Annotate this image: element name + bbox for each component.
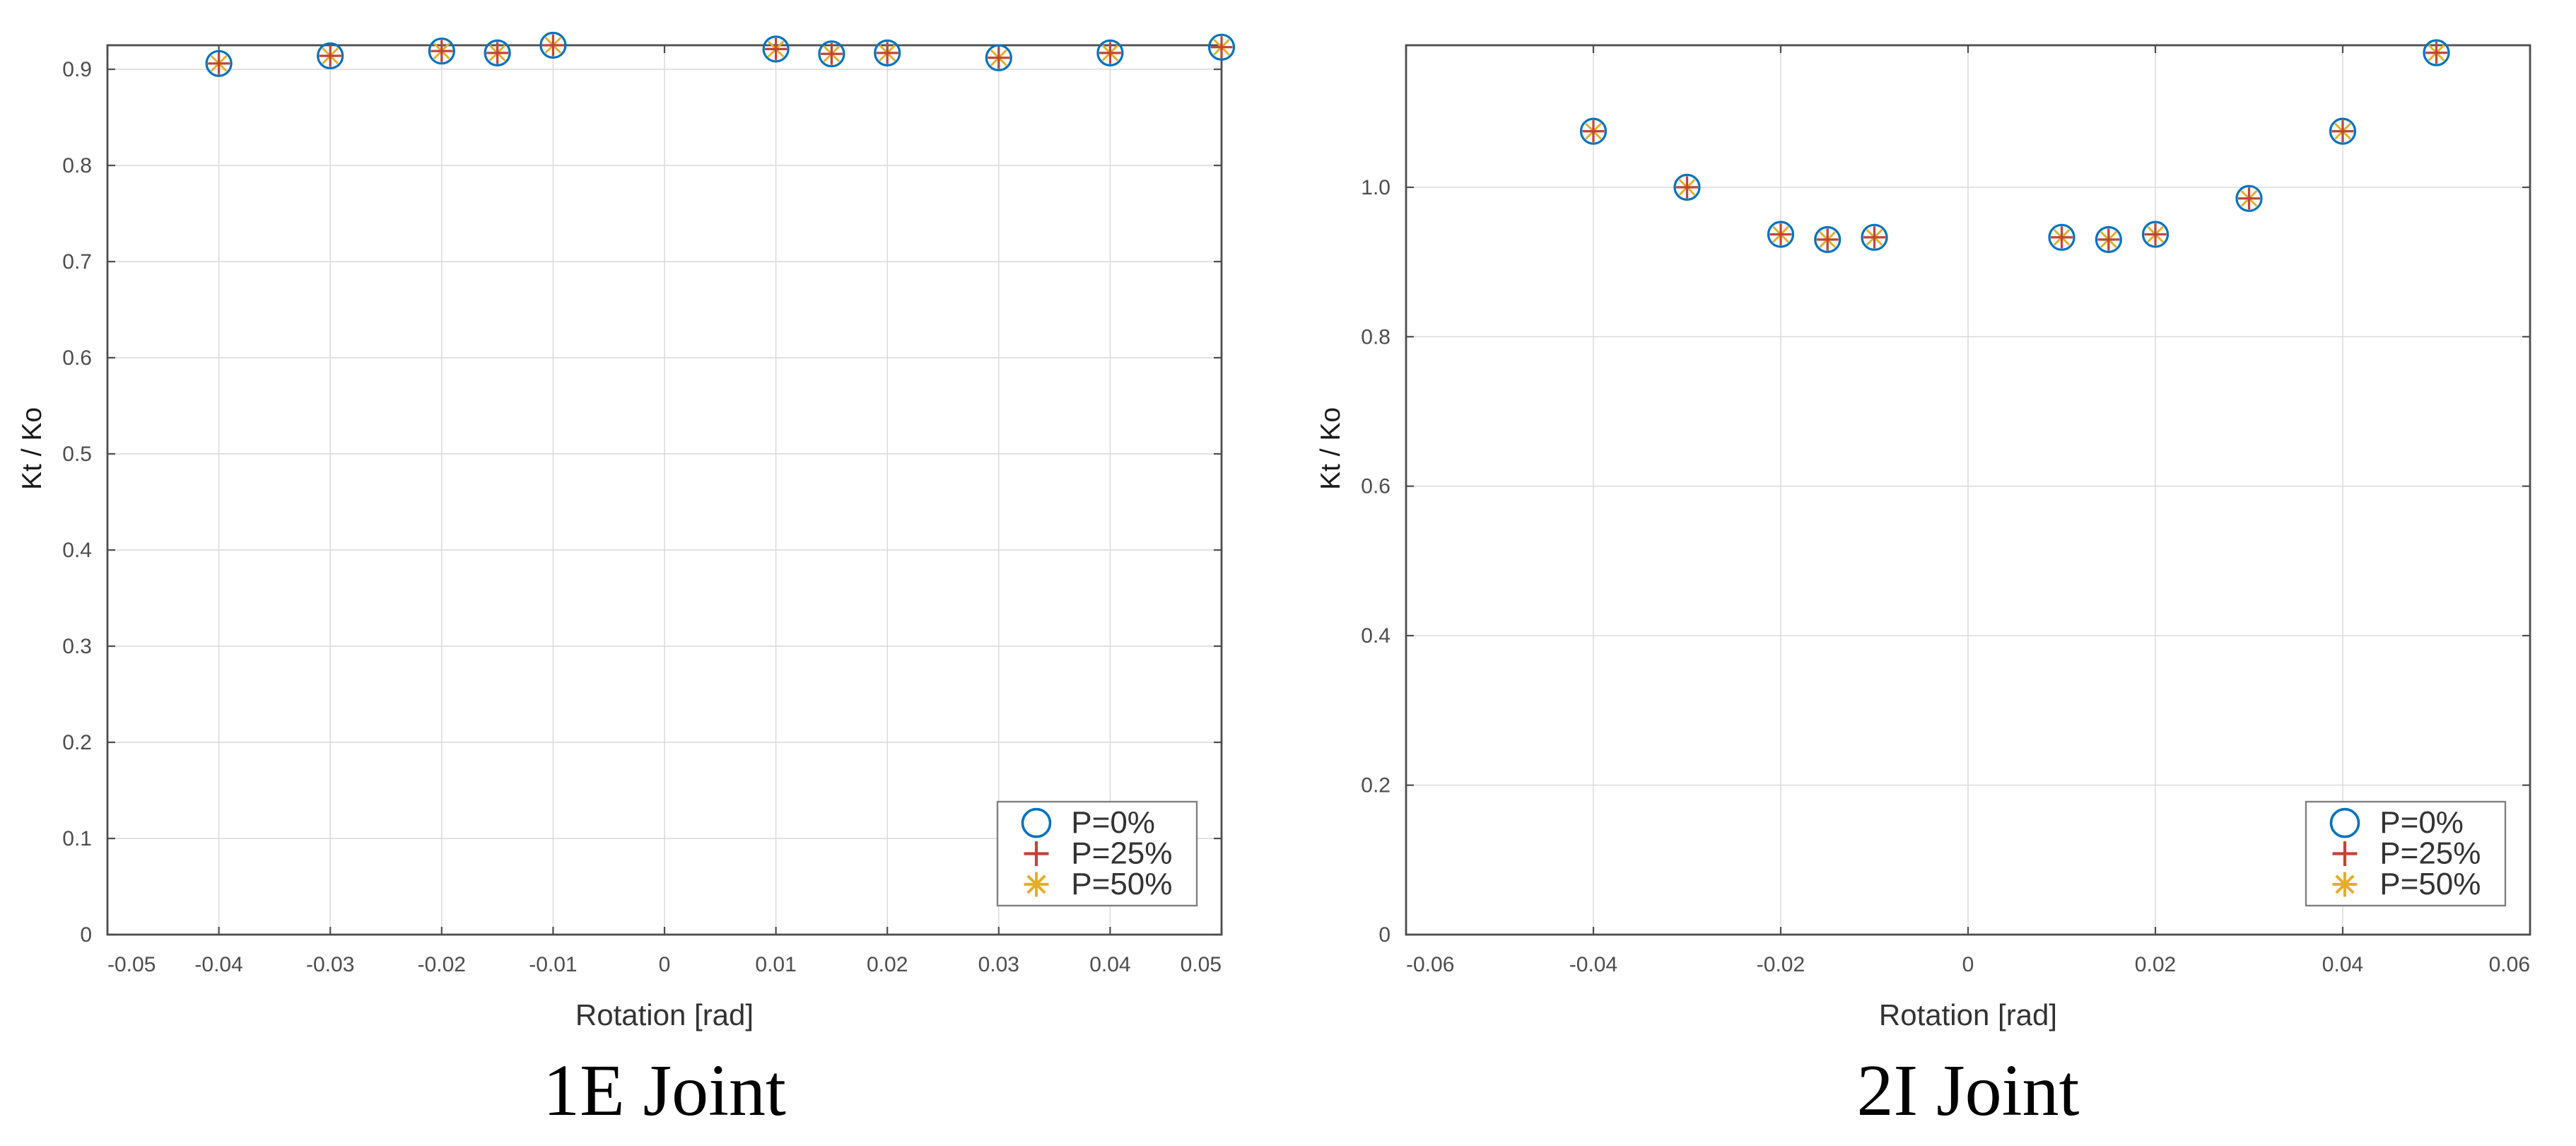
svg-text:-0.05: -0.05 (107, 953, 156, 976)
svg-text:0.4: 0.4 (62, 539, 92, 562)
svg-text:0.01: 0.01 (755, 953, 796, 976)
svg-text:P=25%: P=25% (2379, 836, 2481, 871)
svg-text:0.8: 0.8 (1361, 325, 1391, 349)
svg-text:0.5: 0.5 (62, 443, 92, 466)
svg-text:0.02: 0.02 (867, 953, 908, 976)
svg-text:0: 0 (80, 923, 92, 947)
svg-text:0.1: 0.1 (62, 827, 92, 850)
svg-text:P=50%: P=50% (2379, 867, 2481, 901)
svg-text:1.0: 1.0 (1361, 176, 1391, 199)
svg-text:P=25%: P=25% (1071, 836, 1172, 871)
svg-text:0: 0 (659, 953, 671, 976)
svg-text:-0.02: -0.02 (1757, 953, 1805, 976)
svg-text:0.05: 0.05 (1181, 953, 1222, 976)
svg-text:-0.04: -0.04 (194, 953, 242, 976)
svg-text:0: 0 (1378, 923, 1391, 947)
svg-text:-0.03: -0.03 (306, 953, 354, 976)
svg-text:0.2: 0.2 (62, 731, 92, 754)
svg-text:0.9: 0.9 (62, 58, 92, 81)
svg-text:P=50%: P=50% (1071, 867, 1172, 901)
svg-text:0.2: 0.2 (1361, 774, 1391, 797)
svg-text:0.04: 0.04 (1089, 953, 1130, 976)
svg-text:-0.04: -0.04 (1569, 953, 1617, 976)
svg-text:0.06: 0.06 (2489, 953, 2530, 976)
svg-text:0.8: 0.8 (62, 154, 92, 177)
svg-text:0.03: 0.03 (978, 953, 1019, 976)
svg-text:0.6: 0.6 (62, 346, 92, 370)
svg-text:P=0%: P=0% (2379, 805, 2464, 840)
svg-text:0.7: 0.7 (62, 250, 92, 274)
svg-text:0.6: 0.6 (1361, 475, 1391, 498)
svg-text:0.02: 0.02 (2135, 953, 2176, 976)
svg-text:P=0%: P=0% (1071, 805, 1155, 840)
svg-text:0: 0 (1962, 953, 1974, 976)
svg-text:-0.06: -0.06 (1406, 953, 1454, 976)
svg-text:0.3: 0.3 (62, 635, 92, 658)
svg-text:-0.01: -0.01 (529, 953, 577, 976)
svg-text:0.04: 0.04 (2322, 953, 2363, 976)
svg-text:0.4: 0.4 (1361, 624, 1391, 648)
svg-text:-0.02: -0.02 (418, 953, 466, 976)
